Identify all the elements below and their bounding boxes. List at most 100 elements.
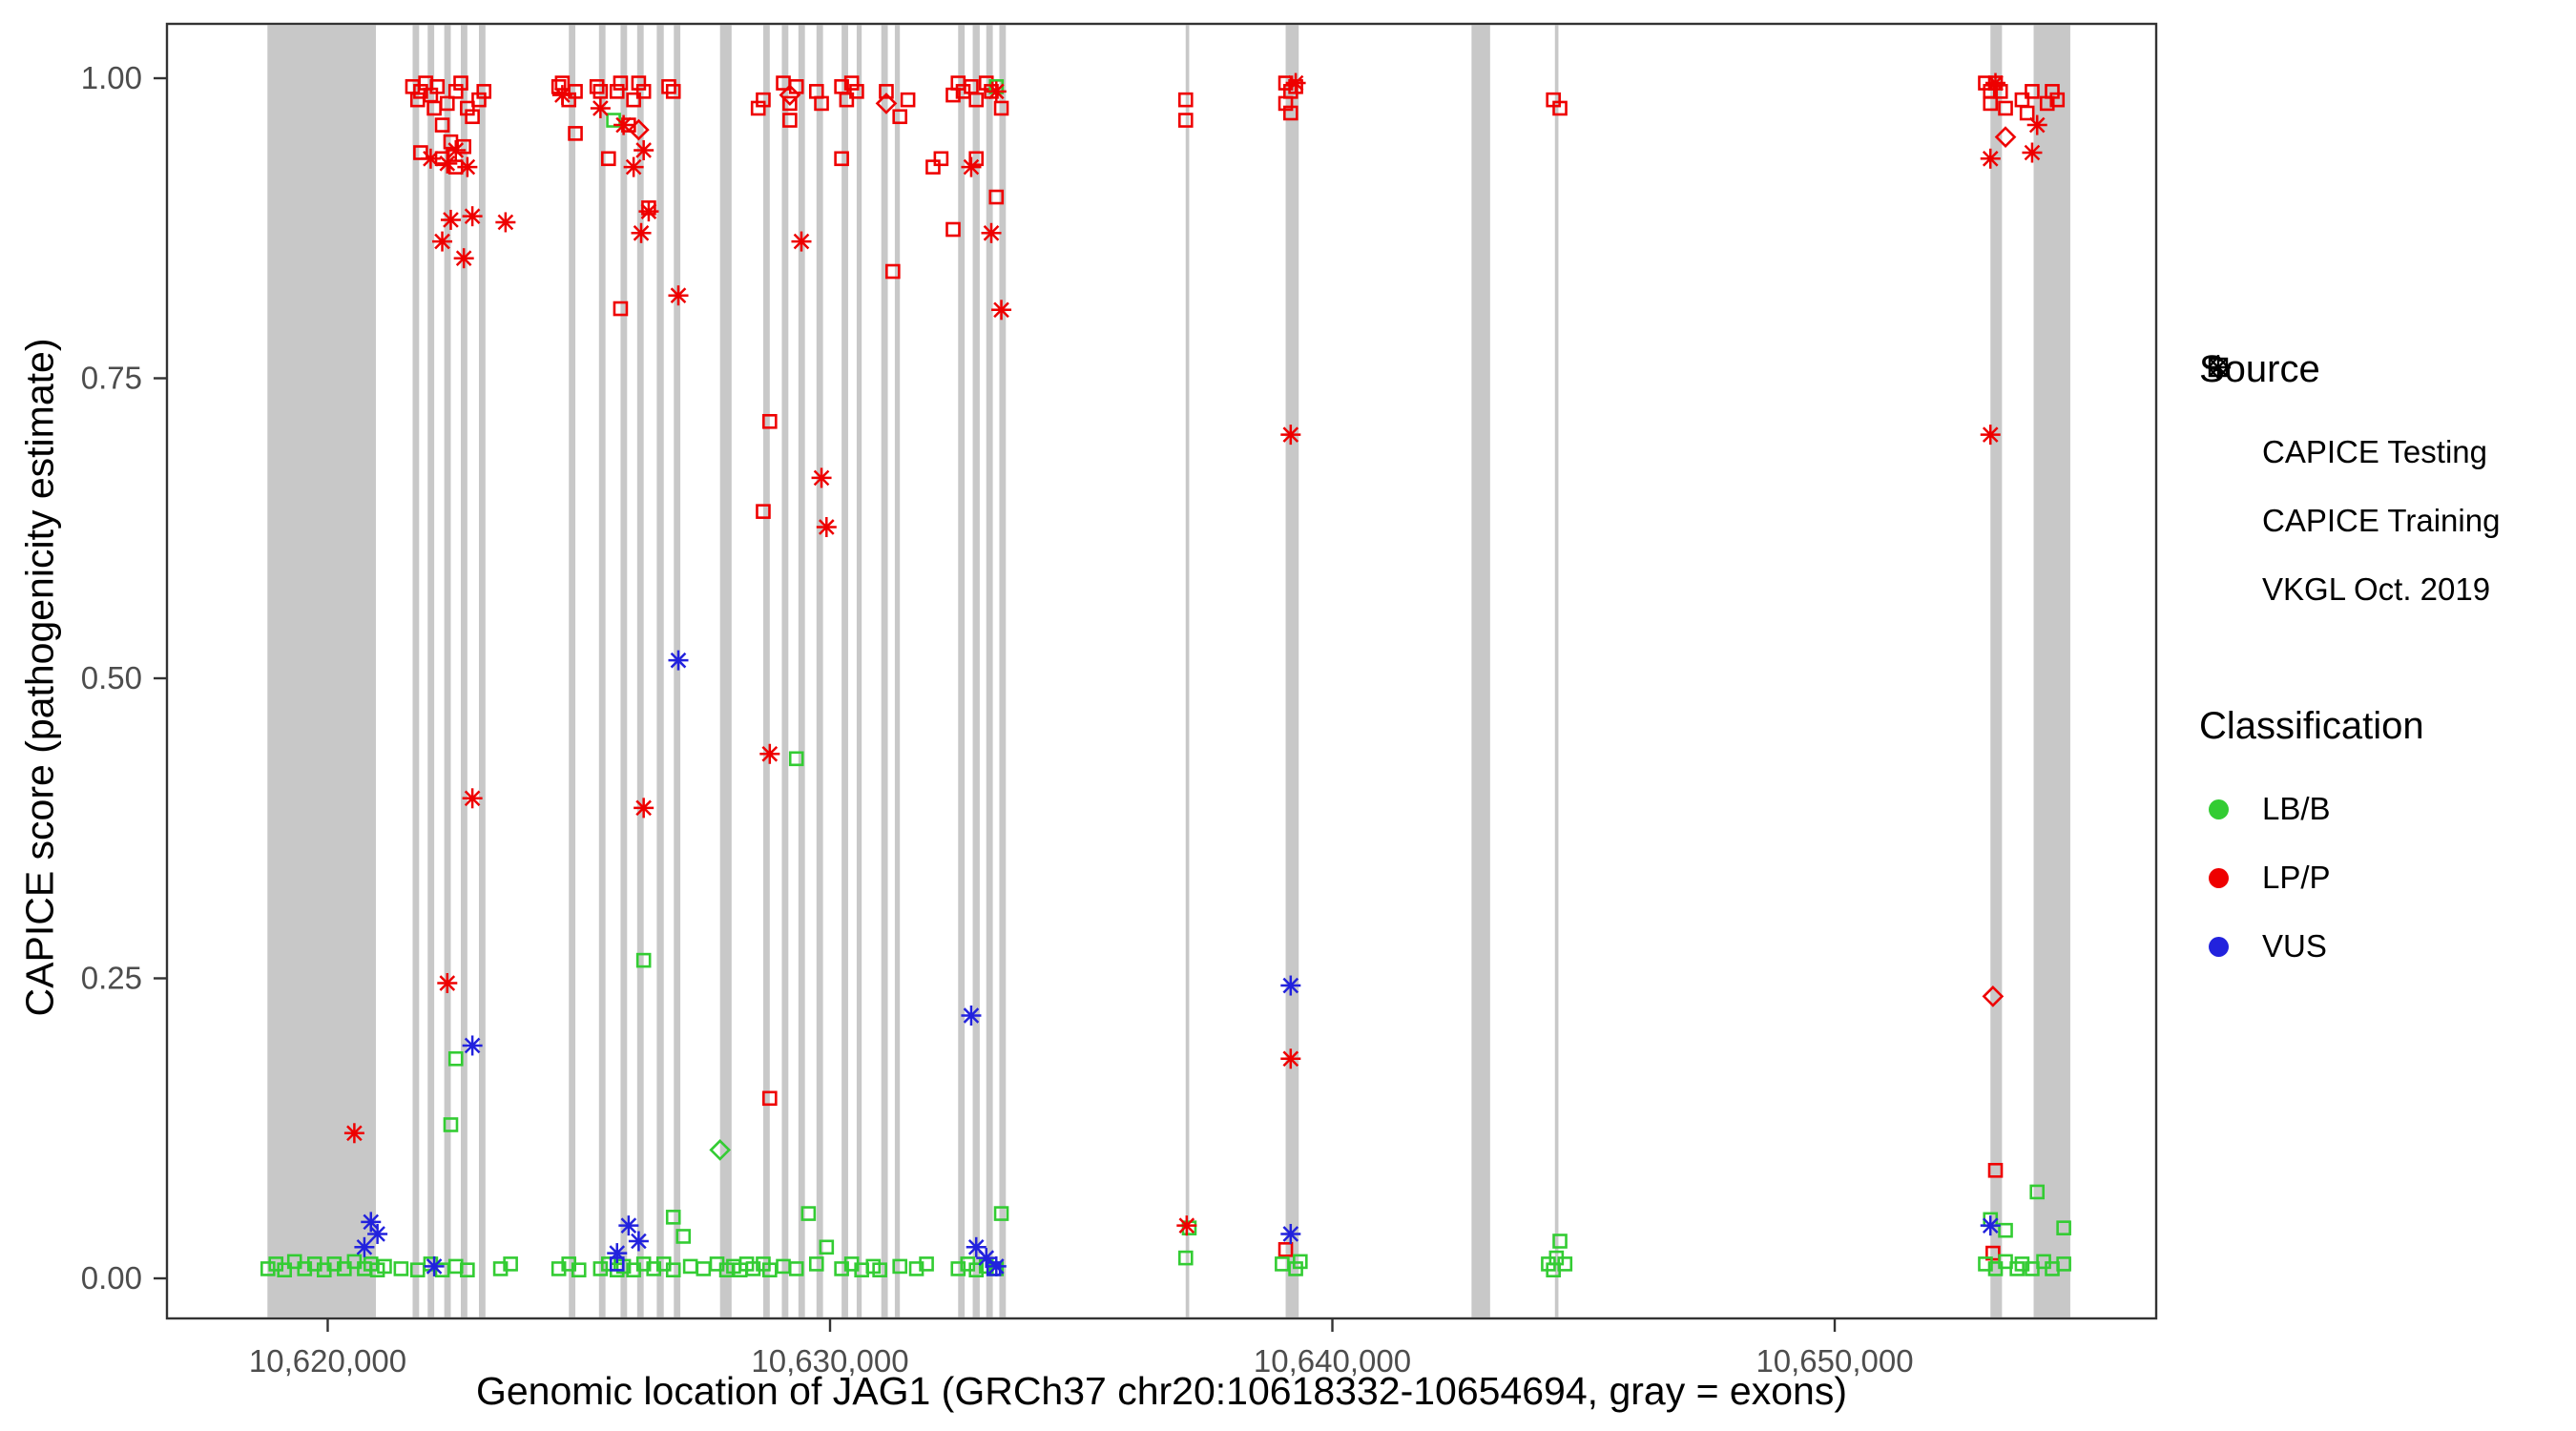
exon-region [267,25,377,1317]
data-point [849,84,864,99]
data-point [1293,1254,1308,1270]
data-point [908,1261,924,1276]
data-point [571,1262,587,1277]
data-point [423,150,439,167]
data-point [613,301,629,317]
data-point [709,1139,732,1161]
legend-label-lpp: LP/P [2262,860,2331,895]
data-point [633,224,650,241]
data-point [492,1261,509,1276]
data-point [762,1090,778,1107]
data-point [1998,1222,2013,1238]
data-point [968,1262,985,1277]
data-point [601,151,616,167]
data-point [950,1261,966,1276]
data-point [665,1262,681,1277]
data-point [782,95,798,112]
data-point [875,93,898,114]
data-point [464,1037,481,1054]
data-point [447,142,465,158]
data-point [615,116,632,134]
data-point [1978,1256,1993,1272]
data-point [628,118,650,141]
exon-region [444,25,451,1317]
data-point [568,84,583,99]
y-tick-label: 0.50 [81,660,142,695]
exon-region [762,25,770,1317]
exon-region [972,25,980,1317]
data-point [2014,1256,2030,1272]
legend-source-title: Source [2199,348,2320,390]
data-point [635,84,652,99]
data-point [456,138,471,155]
data-point [756,92,771,108]
data-point [2028,116,2046,134]
legend-source-group: Source CAPICE Testing CAPICE Training [2199,348,2500,624]
data-point [635,1256,652,1272]
data-point [464,208,481,224]
data-point [2056,1220,2071,1235]
data-point [879,84,894,99]
data-point [277,1262,293,1277]
data-point [2056,1256,2071,1272]
data-point [363,1213,380,1231]
data-point [1985,1245,2001,1261]
data-point [1177,92,1194,108]
data-point [1994,126,2017,148]
data-point [453,75,468,91]
data-point [813,469,830,487]
data-point [1282,1226,1299,1242]
data-point [346,1125,363,1142]
data-point [1987,1162,2004,1178]
exon-region [674,25,681,1317]
exon-region [569,25,576,1317]
data-point [756,504,771,519]
data-point [955,84,971,99]
legend-item-capice-training: CAPICE Training [2199,357,2500,555]
data-point [1282,426,1299,443]
data-point [885,263,901,280]
legend-label-capice-testing: CAPICE Testing [2262,434,2487,469]
y-tick-label: 1.00 [81,60,142,95]
data-point [620,1217,637,1234]
data-point [369,1226,385,1242]
data-point [1177,1250,1194,1266]
data-point [464,790,481,807]
data-point [459,158,476,176]
data-point [788,1261,804,1276]
data-point [1987,74,2004,92]
y-tick-label: 0.75 [81,361,142,396]
data-point [1552,100,1568,116]
exon-region [1554,25,1559,1317]
data-point [592,1261,609,1276]
exon-region [986,25,993,1317]
exon-region [999,25,1007,1317]
data-point [1282,977,1299,994]
exon-region [1185,25,1190,1317]
data-point [568,126,583,141]
data-point [682,1258,698,1275]
data-point [1178,1217,1195,1234]
exon-region [958,25,966,1317]
data-point [670,652,687,669]
data-point [987,1258,1005,1275]
x-axis-title: Genomic location of JAG1 (GRCh37 chr20:1… [475,1369,1847,1413]
data-point [993,100,1009,116]
legend: Source CAPICE Testing CAPICE Training [2199,348,2500,981]
y-tick-label: 0.00 [81,1260,142,1296]
data-point [993,1206,1009,1221]
legend-classification-group: Classification LB/B LP/P VUS [2199,705,2500,981]
data-point [1998,100,2013,116]
data-point [793,233,810,250]
exon-region [598,25,606,1317]
exon-region [816,25,823,1317]
data-point [872,1262,887,1277]
data-point [900,92,916,108]
exon-region [798,25,805,1317]
data-point [2049,92,2066,108]
legend-swatch-0 [2208,798,2229,819]
exon-region [894,25,901,1317]
data-point [988,189,1005,205]
data-point [635,799,652,817]
